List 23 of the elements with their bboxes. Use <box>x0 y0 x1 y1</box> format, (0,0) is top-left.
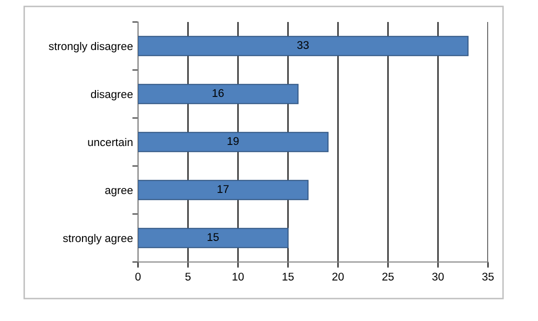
x-tick-label: 10 <box>232 272 244 281</box>
x-tick-label: 0 <box>135 272 141 281</box>
data-label: 33 <box>297 41 309 49</box>
y-tick-label: agree <box>105 188 133 196</box>
bar <box>138 180 309 200</box>
x-tick-label: 20 <box>332 272 344 281</box>
data-label: 15 <box>208 233 219 241</box>
y-tick-label: uncertain <box>88 138 132 146</box>
x-tick-label: 25 <box>382 272 394 281</box>
bar <box>138 132 329 152</box>
x-tick-label: 15 <box>282 272 294 281</box>
x-tick-label: 30 <box>432 272 444 281</box>
y-tick-label: strongly disagree <box>48 42 133 52</box>
data-label: 16 <box>212 89 224 97</box>
x-tick-label: 35 <box>482 272 494 281</box>
data-label: 17 <box>218 185 229 193</box>
y-tick-label: strongly agree <box>63 234 133 244</box>
bar <box>138 228 289 248</box>
bar <box>138 36 469 56</box>
bar <box>138 84 299 104</box>
x-tick-label: 5 <box>185 272 191 281</box>
y-tick-label: disagree <box>90 90 133 100</box>
data-label: 19 <box>228 137 239 145</box>
